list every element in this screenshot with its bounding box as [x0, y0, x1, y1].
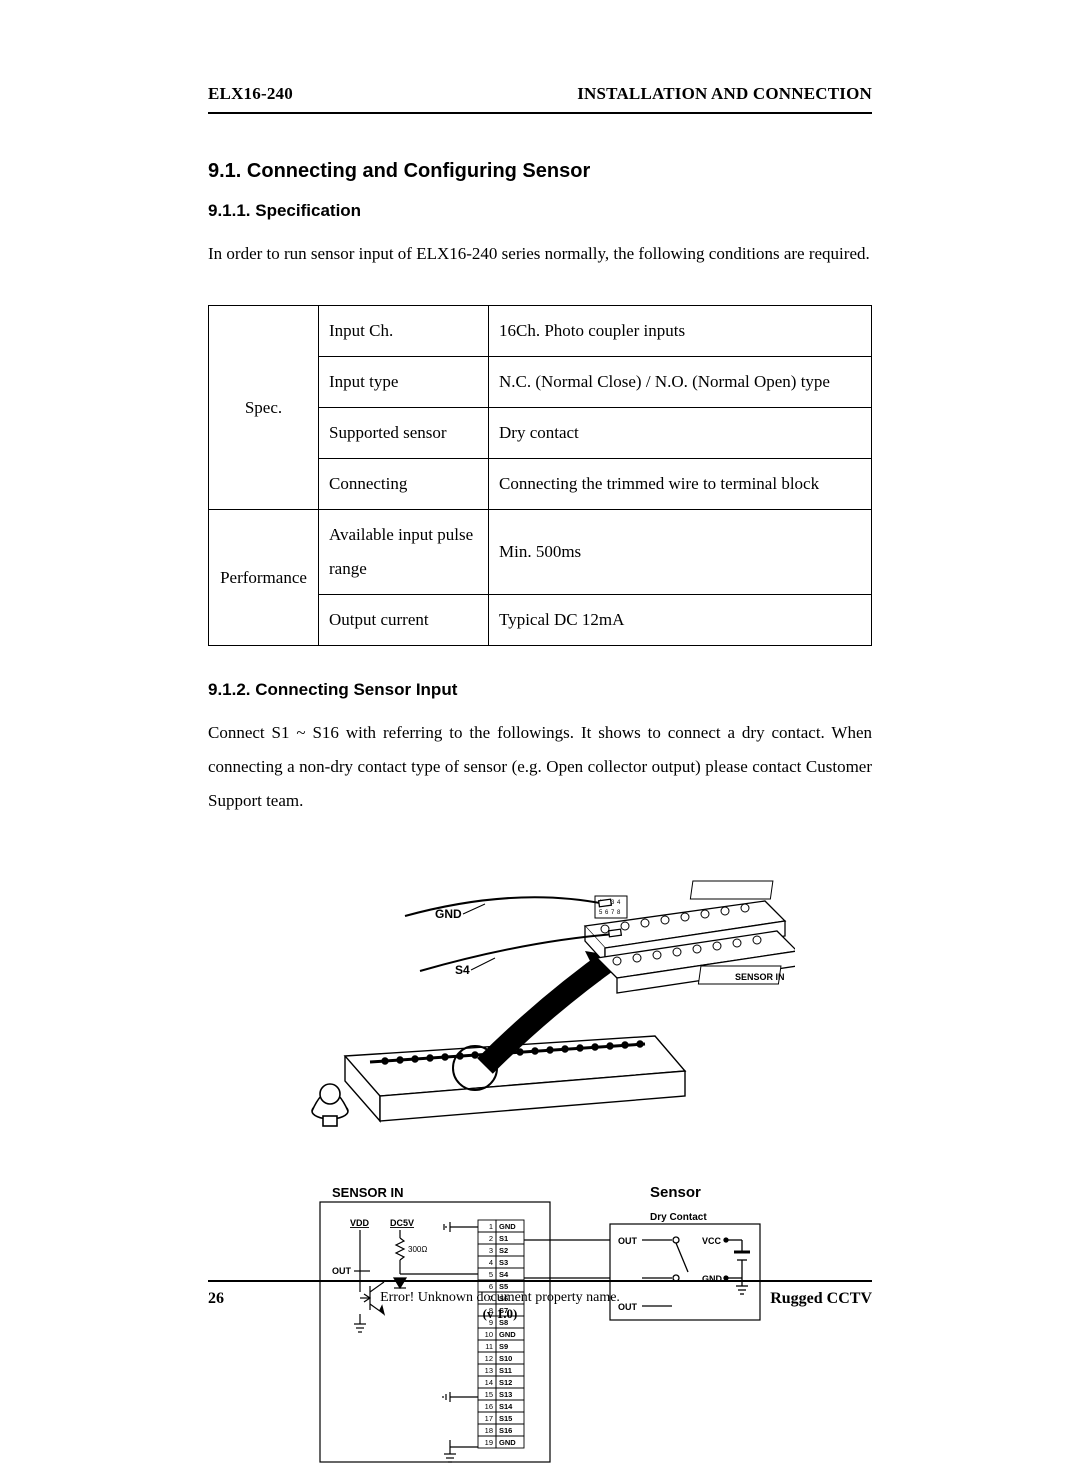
connect-paragraph: Connect S1 ~ S16 with referring to the f…: [208, 716, 872, 818]
pin-number: 4: [489, 1258, 493, 1267]
schematic-resistor-value: 300Ω: [408, 1245, 427, 1254]
pin-number: 19: [485, 1438, 493, 1447]
pin-signal: S3: [499, 1258, 508, 1267]
pin-signal: S1: [499, 1234, 508, 1243]
pin-signal: GND: [499, 1330, 516, 1339]
table-val: N.C. (Normal Close) / N.O. (Normal Open)…: [489, 357, 872, 408]
table-key: Available input pulse range: [319, 510, 489, 595]
table-key: Supported sensor: [319, 408, 489, 459]
schematic-title-left: SENSOR IN: [332, 1185, 404, 1200]
pin-number: 16: [485, 1402, 493, 1411]
illus-sensor-in-label: SENSOR IN: [735, 972, 785, 982]
pin-number: 13: [485, 1366, 493, 1375]
pin-signal: S16: [499, 1426, 512, 1435]
pin-signal: S13: [499, 1390, 512, 1399]
pin-number: 2: [489, 1234, 493, 1243]
pin-signal: GND: [499, 1222, 516, 1231]
schematic-dc5v-label: DC5V: [390, 1218, 414, 1228]
pin-number: 14: [485, 1378, 493, 1387]
header-rule: [208, 112, 872, 114]
pin-number: 17: [485, 1414, 493, 1423]
header-right: INSTALLATION AND CONNECTION: [577, 84, 872, 104]
spec-intro-paragraph: In order to run sensor input of ELX16-24…: [208, 237, 872, 271]
pin-signal: S11: [499, 1366, 512, 1375]
table-val: Typical DC 12mA: [489, 595, 872, 646]
schematic-diagram: SENSOR IN Sensor Dry Contact 1GND2S13S24…: [310, 1182, 770, 1472]
subsection-title-spec: 9.1.1. Specification: [208, 201, 872, 221]
pin-signal: S12: [499, 1378, 512, 1387]
illus-gnd-label: GND: [435, 907, 462, 921]
table-key: Connecting: [319, 459, 489, 510]
pin-number: 1: [489, 1222, 493, 1231]
schematic-out-label-r1: OUT: [618, 1236, 638, 1246]
spec-category-perf: Performance: [209, 510, 319, 646]
subsection-title-connect: 9.1.2. Connecting Sensor Input: [208, 680, 872, 700]
footer-version: (v 1.0): [483, 1306, 518, 1321]
pin-signal: GND: [499, 1438, 516, 1447]
table-val: Connecting the trimmed wire to terminal …: [489, 459, 872, 510]
pin-number: 3: [489, 1246, 493, 1255]
spec-table: Spec. Input Ch. 16Ch. Photo coupler inpu…: [208, 305, 872, 646]
pin-number: 5: [489, 1270, 493, 1279]
pin-signal: S14: [499, 1402, 513, 1411]
table-val: 16Ch. Photo coupler inputs: [489, 306, 872, 357]
schematic-vcc-label: VCC: [702, 1236, 722, 1246]
footer-error-text: Error! Unknown document property name.: [380, 1290, 620, 1305]
schematic-out-label-left: OUT: [332, 1266, 352, 1276]
table-val: Min. 500ms: [489, 510, 872, 595]
pin-signal: S10: [499, 1354, 512, 1363]
footer-center-text: Error! Unknown document property name. (…: [268, 1290, 732, 1323]
schematic-title-right: Sensor: [650, 1184, 701, 1201]
page-number: 26: [208, 1290, 268, 1308]
header-left: ELX16-240: [208, 84, 293, 104]
illus-s4-label: S4: [455, 963, 470, 977]
pin-signal: S9: [499, 1342, 508, 1351]
pin-signal: S2: [499, 1246, 508, 1255]
schematic-vdd-label: VDD: [350, 1218, 370, 1228]
spec-category-spec: Spec.: [209, 306, 319, 510]
pin-number: 18: [485, 1426, 493, 1435]
pin-number: 12: [485, 1354, 493, 1363]
table-key: Input Ch.: [319, 306, 489, 357]
table-key: Input type: [319, 357, 489, 408]
footer-rule: [208, 1280, 872, 1282]
pin-signal: S4: [499, 1270, 509, 1279]
table-key: Output current: [319, 595, 489, 646]
pin-number: 11: [485, 1342, 493, 1351]
section-title: 9.1. Connecting and Configuring Sensor: [208, 160, 872, 183]
footer-brand: Rugged CCTV: [732, 1290, 872, 1308]
pin-signal: S15: [499, 1414, 512, 1423]
table-val: Dry contact: [489, 408, 872, 459]
schematic-dry-contact: Dry Contact: [650, 1212, 707, 1223]
pin-number: 15: [485, 1390, 493, 1399]
pin-number: 10: [485, 1330, 493, 1339]
wiring-illustration: SENSOR IN 1234 5678 GND S4: [285, 846, 795, 1146]
